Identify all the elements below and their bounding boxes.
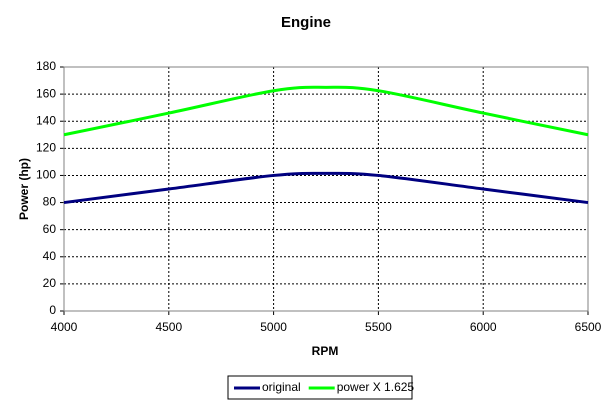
y-tick-label: 180 [36, 59, 56, 73]
legend-label: power X 1.625 [337, 380, 415, 394]
x-axis-label: RPM [312, 344, 339, 358]
y-tick-label: 0 [49, 303, 56, 317]
x-tick-label: 6500 [575, 320, 602, 334]
chart-title: Engine [281, 14, 331, 31]
y-tick-label: 40 [43, 249, 57, 263]
y-tick-label: 100 [36, 168, 56, 182]
y-tick-label: 160 [36, 86, 56, 100]
y-tick-label: 120 [36, 141, 56, 155]
plot-border [63, 66, 589, 312]
series-line [63, 171, 589, 205]
y-tick-label: 20 [43, 276, 57, 290]
x-tick-label: 4000 [51, 320, 78, 334]
y-tick-label: 60 [43, 222, 57, 236]
y-tick-label: 80 [43, 195, 57, 209]
y-tick-label: 140 [36, 113, 56, 127]
series-line [63, 85, 589, 137]
x-tick-label: 5000 [260, 320, 287, 334]
x-tick-label: 4500 [155, 320, 182, 334]
x-tick-label: 6000 [470, 320, 497, 334]
y-axis-label: Power (hp) [17, 158, 31, 220]
x-tick-label: 5500 [365, 320, 392, 334]
legend-label: original [262, 380, 301, 394]
